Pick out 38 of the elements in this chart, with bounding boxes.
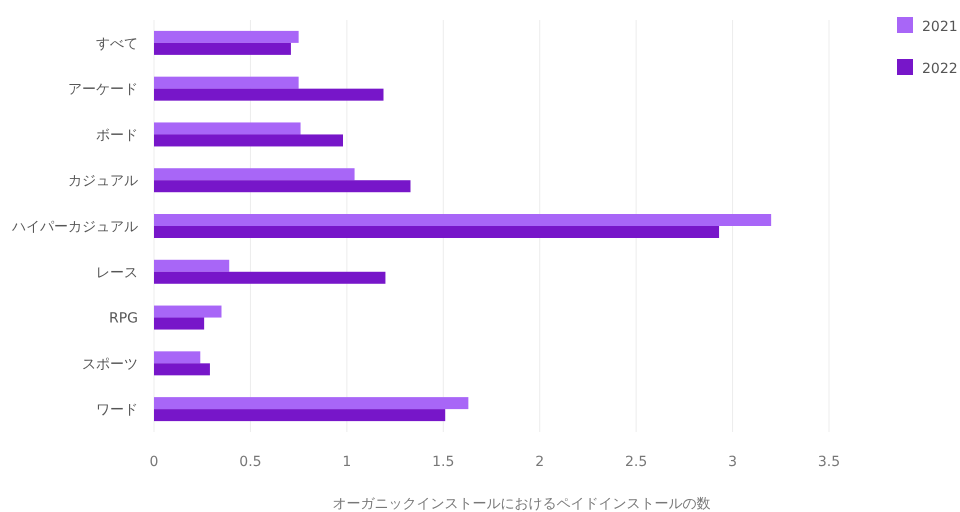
- x-tick-label: 0.5: [239, 454, 262, 470]
- x-axis-title: オーガニックインストールにおけるペイドインストールの数: [332, 496, 710, 512]
- bar: [154, 226, 720, 238]
- x-tick-label: 1: [342, 454, 352, 470]
- bar: [154, 351, 200, 364]
- y-tick-label: レース: [96, 264, 138, 281]
- y-tick-label: ハイパーカジュアル: [11, 219, 138, 235]
- legend-label: 2022: [922, 61, 958, 77]
- y-tick-label: ワード: [96, 402, 138, 418]
- x-tick-label: 2: [535, 454, 544, 470]
- bar: [154, 134, 343, 146]
- x-tick-label: 0: [150, 454, 158, 470]
- y-tick-label: アーケード: [68, 82, 138, 98]
- bar: [154, 260, 230, 272]
- bar: [154, 168, 355, 180]
- bar: [154, 30, 299, 43]
- y-tick-label: ボード: [96, 127, 138, 144]
- bar: [154, 214, 772, 226]
- bar: [154, 318, 204, 330]
- bar: [154, 42, 291, 55]
- x-tick-label: 1.5: [432, 454, 454, 470]
- x-tick-label: 3.5: [818, 454, 840, 470]
- bar: [154, 409, 446, 422]
- bar: [154, 76, 299, 89]
- legend-label: 2021: [922, 19, 958, 35]
- bar: [154, 397, 468, 410]
- bar: [154, 306, 222, 318]
- y-tick-label: カジュアル: [68, 173, 138, 190]
- y-tick-label: すべて: [96, 36, 138, 52]
- bar: [154, 88, 384, 101]
- y-tick-label: RPG: [108, 310, 138, 327]
- bar: [154, 272, 386, 284]
- bar: [154, 122, 301, 134]
- x-tick-label: 2.5: [625, 454, 648, 470]
- x-tick-label: 3: [728, 454, 738, 470]
- bar: [154, 180, 410, 192]
- bar: [154, 363, 210, 376]
- y-tick-label: スポーツ: [82, 356, 138, 372]
